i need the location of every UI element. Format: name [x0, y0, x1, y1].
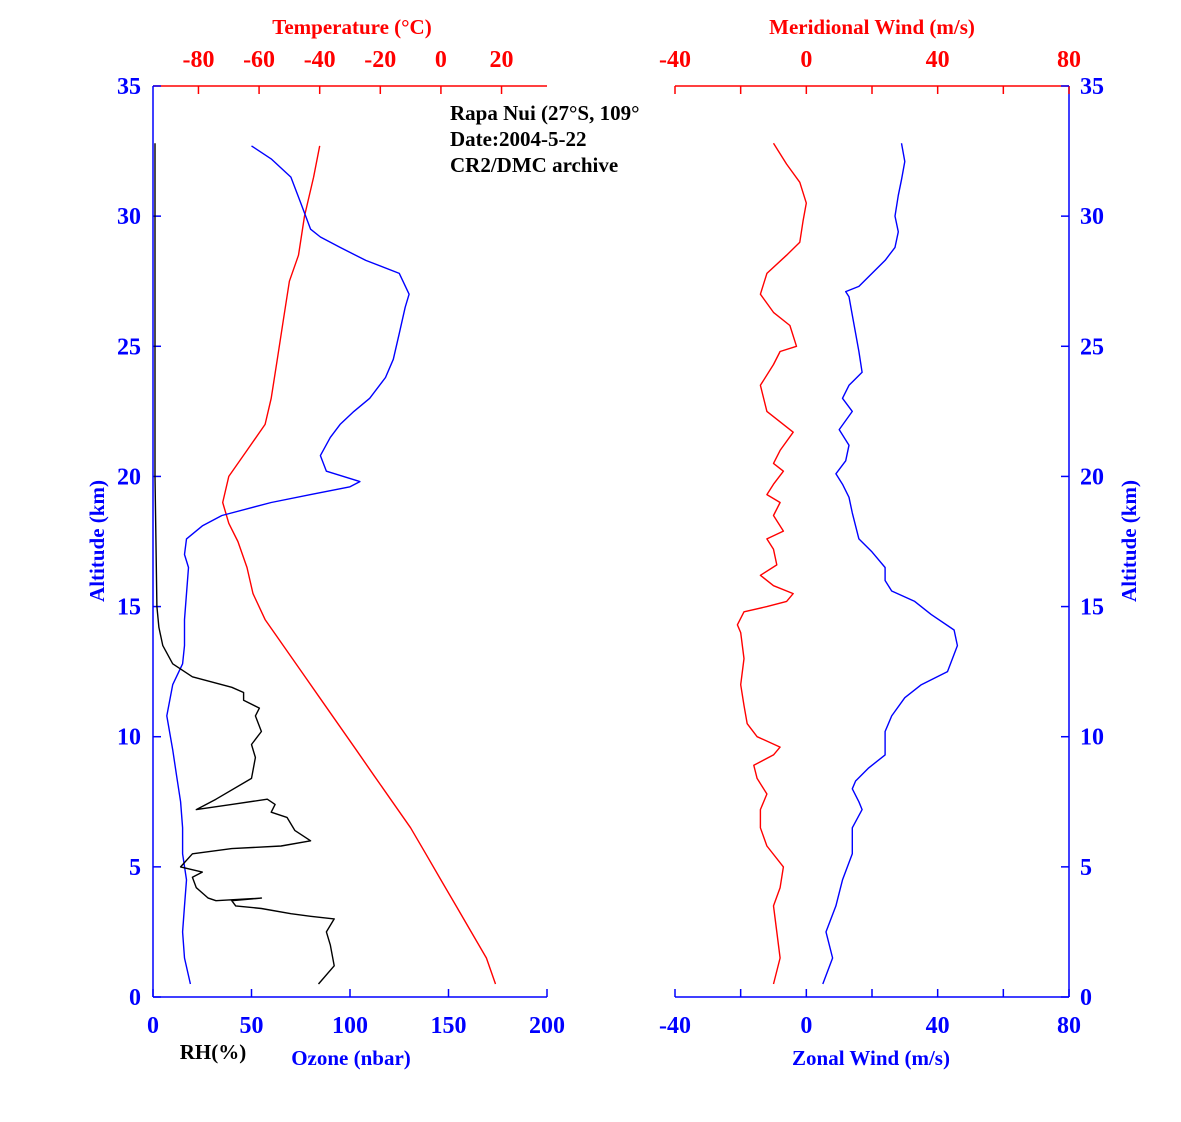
- left-altitude-tick-label: 15: [117, 595, 141, 621]
- zonal-tick-label: 80: [1057, 1013, 1081, 1039]
- ozone-line: [166, 145, 410, 985]
- ozone-axis-title: Ozone (nbar): [291, 1046, 411, 1070]
- left-altitude-tick-label: 25: [117, 334, 141, 360]
- zonal-tick-label: 40: [926, 1013, 950, 1039]
- temperature-axis-title: Temperature (°C): [272, 15, 431, 39]
- left-altitude-tick-label: 35: [117, 74, 141, 100]
- right-altitude-tick-label: 30: [1080, 204, 1104, 230]
- meridional-tick-label: 80: [1057, 47, 1081, 73]
- meridional-axis-title: Meridional Wind (m/s): [769, 15, 975, 39]
- meridional-tick-label: -40: [659, 47, 691, 73]
- meridional-ticks: -40 0 40 80: [659, 47, 1081, 94]
- temperature-tick-label: -80: [182, 47, 214, 73]
- station-annotation: Rapa Nui (27°S, 109° Date:2004-5-22 CR2/…: [450, 101, 640, 177]
- meridional-tick-label: 40: [926, 47, 950, 73]
- right-series: [736, 142, 959, 985]
- left-altitude-tick-label: 5: [129, 855, 141, 881]
- temperature-tick-label: 20: [490, 47, 514, 73]
- temperature-tick-label: -40: [304, 47, 336, 73]
- temperature-tick-label: -60: [243, 47, 275, 73]
- right-altitude-tick-label: 20: [1080, 464, 1104, 490]
- right-altitude-ticks: 0 5 10 15 20 25 30 35: [1061, 74, 1104, 1011]
- temperature-ticks: -80 -60 -40 -20 0 20: [182, 47, 514, 94]
- right-altitude-tick-label: 25: [1080, 334, 1104, 360]
- zonal-ticks: -40 0 40 80: [659, 989, 1081, 1039]
- rh-axis-title: RH(%): [180, 1040, 247, 1064]
- zonal-wind-line: [822, 143, 959, 985]
- right-altitude-tick-label: 10: [1080, 725, 1104, 751]
- temperature-tick-label: 0: [435, 47, 447, 73]
- ozone-tick-label: 100: [332, 1013, 368, 1039]
- meridional-wind-line: [736, 142, 807, 985]
- ozone-tick-label: 0: [147, 1013, 159, 1039]
- ozone-ticks: 0 50 100 150 200: [147, 989, 565, 1039]
- ozone-tick-label: 200: [529, 1013, 565, 1039]
- left-panel: -80 -60 -40 -20 0 20 0 50 100 150 200 0 5 10 15 20 25 3…: [85, 15, 565, 1070]
- left-altitude-tick-label: 0: [129, 985, 141, 1011]
- left-altitude-ticks: 0 5 10 15 20 25 30 35: [117, 74, 161, 1011]
- zonal-tick-label: 0: [800, 1013, 812, 1039]
- ozone-tick-label: 150: [431, 1013, 467, 1039]
- right-altitude-tick-label: 0: [1080, 985, 1092, 1011]
- zonal-tick-label: -40: [659, 1013, 691, 1039]
- temperature-line: [221, 145, 497, 985]
- rh-line: [154, 143, 335, 985]
- left-altitude-tick-label: 30: [117, 204, 141, 230]
- zonal-axis-title: Zonal Wind (m/s): [792, 1046, 950, 1070]
- right-altitude-axis-title: Altitude (km): [1117, 480, 1141, 602]
- right-panel: -40 0 40 80 -40 0 40 80 0 5 10 15 20 25 30 35 Meridio…: [659, 15, 1141, 1070]
- date-label: Date:2004-5-22: [450, 127, 586, 151]
- right-altitude-tick-label: 35: [1080, 74, 1104, 100]
- temperature-tick-label: -20: [364, 47, 396, 73]
- left-altitude-tick-label: 10: [117, 725, 141, 751]
- right-altitude-tick-label: 5: [1080, 855, 1092, 881]
- station-label: Rapa Nui (27°S, 109°: [450, 101, 640, 125]
- left-series: [154, 143, 497, 985]
- right-altitude-tick-label: 15: [1080, 595, 1104, 621]
- ozone-tick-label: 50: [240, 1013, 264, 1039]
- left-altitude-tick-label: 20: [117, 464, 141, 490]
- left-altitude-axis-title: Altitude (km): [85, 480, 109, 602]
- archive-label: CR2/DMC archive: [450, 153, 618, 177]
- meridional-tick-label: 0: [800, 47, 812, 73]
